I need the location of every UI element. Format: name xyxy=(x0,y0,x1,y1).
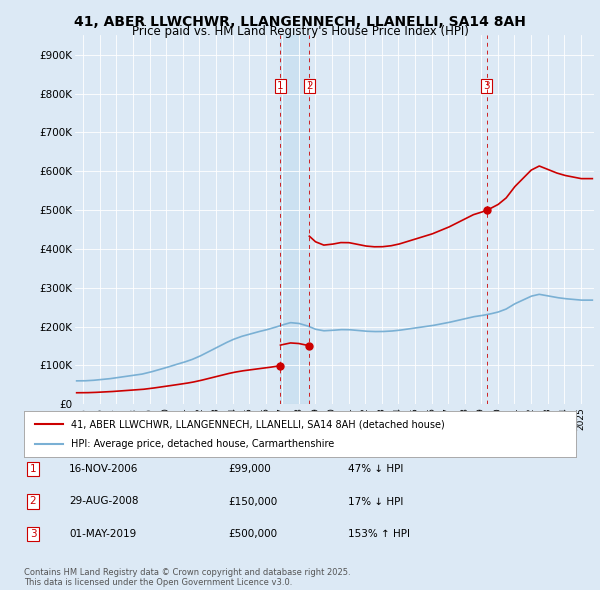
Text: 3: 3 xyxy=(484,81,490,91)
Text: 2: 2 xyxy=(306,81,313,91)
Text: Price paid vs. HM Land Registry's House Price Index (HPI): Price paid vs. HM Land Registry's House … xyxy=(131,25,469,38)
Text: 17% ↓ HPI: 17% ↓ HPI xyxy=(348,497,403,506)
Text: 1: 1 xyxy=(29,464,37,474)
Text: 41, ABER LLWCHWR, LLANGENNECH, LLANELLI, SA14 8AH (detached house): 41, ABER LLWCHWR, LLANGENNECH, LLANELLI,… xyxy=(71,419,445,429)
Text: 01-MAY-2019: 01-MAY-2019 xyxy=(69,529,136,539)
Bar xyxy=(280,35,309,404)
Text: 3: 3 xyxy=(29,529,37,539)
Text: 29-AUG-2008: 29-AUG-2008 xyxy=(69,497,139,506)
Text: £500,000: £500,000 xyxy=(228,529,277,539)
Text: 153% ↑ HPI: 153% ↑ HPI xyxy=(348,529,410,539)
Text: 1: 1 xyxy=(277,81,284,91)
Text: 41, ABER LLWCHWR, LLANGENNECH, LLANELLI, SA14 8AH: 41, ABER LLWCHWR, LLANGENNECH, LLANELLI,… xyxy=(74,15,526,29)
Text: Contains HM Land Registry data © Crown copyright and database right 2025.
This d: Contains HM Land Registry data © Crown c… xyxy=(24,568,350,587)
Text: 2: 2 xyxy=(29,497,37,506)
Text: HPI: Average price, detached house, Carmarthenshire: HPI: Average price, detached house, Carm… xyxy=(71,440,334,450)
Text: 47% ↓ HPI: 47% ↓ HPI xyxy=(348,464,403,474)
Text: £99,000: £99,000 xyxy=(228,464,271,474)
Text: 16-NOV-2006: 16-NOV-2006 xyxy=(69,464,139,474)
Text: £150,000: £150,000 xyxy=(228,497,277,506)
